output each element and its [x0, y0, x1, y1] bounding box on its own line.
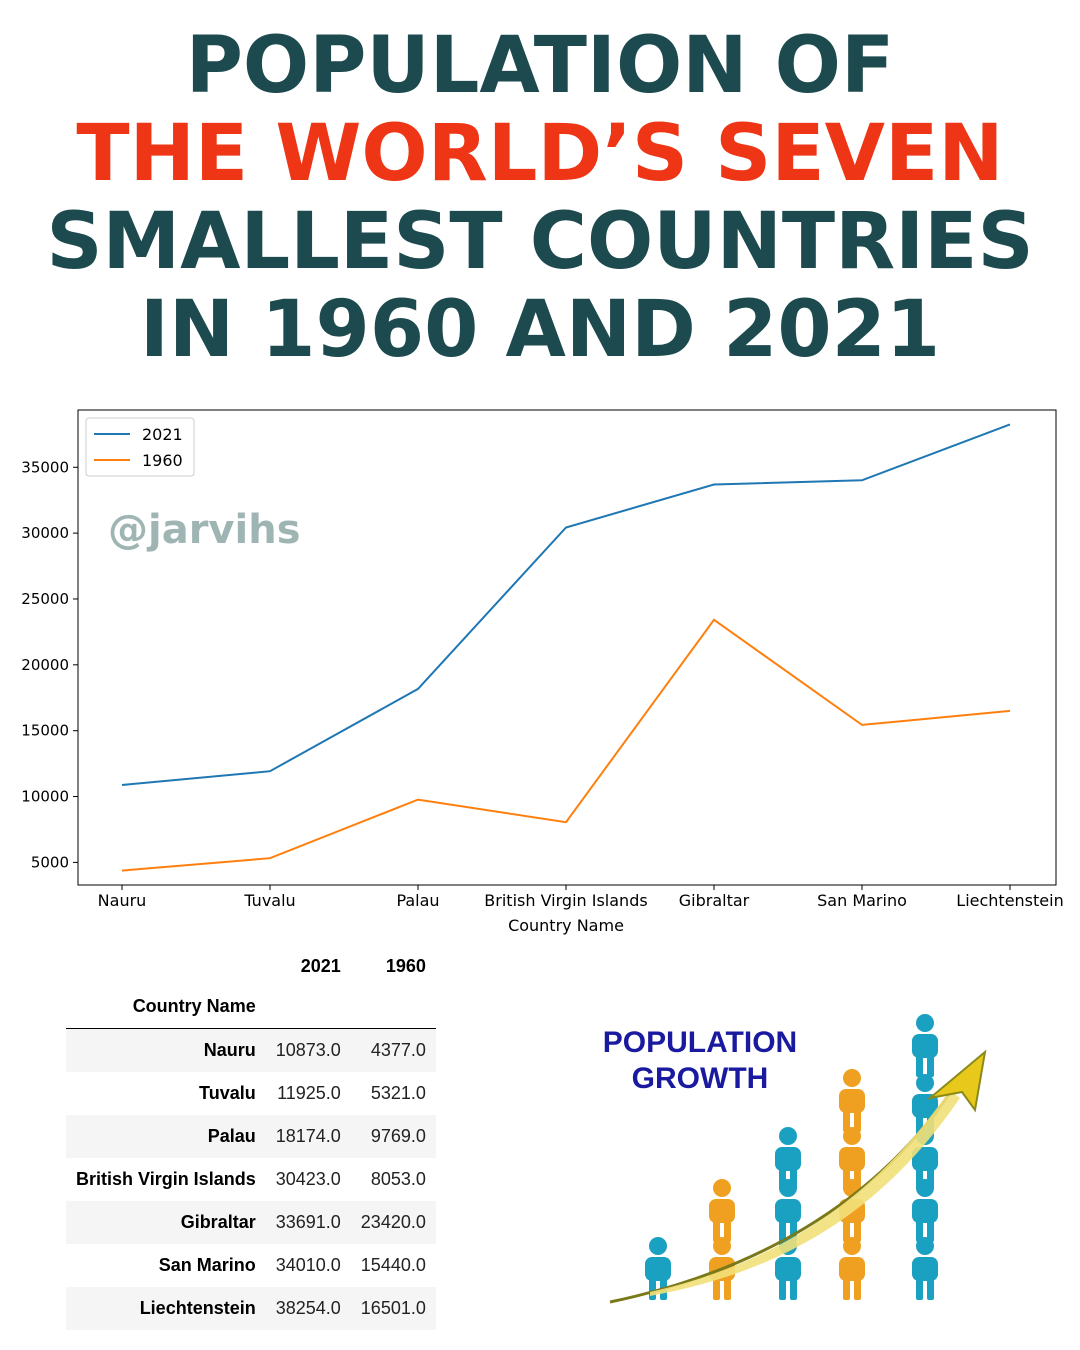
cell-2021: 33691.0 [275, 1212, 341, 1232]
cell-1960: 4377.0 [370, 1040, 426, 1060]
row-country: San Marino [158, 1255, 256, 1275]
table-row: San Marino 34010.0 15440.0 [66, 1244, 436, 1287]
legend-label: 1960 [142, 451, 183, 470]
cell-1960: 9769.0 [370, 1126, 426, 1146]
person-icon [912, 1237, 938, 1300]
title-line-3: SMALLEST COUNTRIES [46, 197, 1034, 287]
table-index-header-row: Country Name [66, 984, 436, 1029]
row-country: Gibraltar [180, 1212, 256, 1232]
column-header-2021: 2021 [300, 955, 341, 976]
row-country: Palau [207, 1126, 256, 1146]
cell-2021: 11925.0 [277, 1083, 341, 1103]
cell-2021: 18174.0 [275, 1126, 341, 1146]
person-icon [839, 1069, 865, 1132]
table-row: British Virgin Islands 30423.0 8053.0 [66, 1158, 436, 1201]
population-growth-graphic: POPULATION GROWTH [603, 1014, 987, 1304]
row-country: British Virgin Islands [76, 1169, 256, 1189]
table-row: Tuvalu 11925.0 5321.0 [66, 1072, 436, 1115]
table-header-row: 2021 1960 [66, 948, 436, 984]
growth-arrow-head [926, 1049, 987, 1113]
cell-2021: 34010.0 [275, 1255, 341, 1275]
title-line-4: IN 1960 AND 2021 [139, 285, 941, 375]
x-tick-label: Palau [396, 891, 439, 910]
table-row: Liechtenstein 38254.0 16501.0 [66, 1287, 436, 1330]
y-tick-label: 20000 [21, 656, 69, 674]
x-tick-label: Nauru [98, 891, 147, 910]
cell-2021: 38254.0 [275, 1298, 341, 1318]
watermark: @jarvihs [108, 507, 301, 553]
y-tick-label: 5000 [31, 853, 69, 871]
data-table: 2021 1960 Country Name Nauru 10873.0 437… [66, 948, 436, 1330]
person-icon [912, 1179, 938, 1242]
x-tick-label: British Virgin Islands [484, 891, 647, 910]
person-icon [912, 1014, 938, 1077]
series-line-1960 [121, 618, 1011, 872]
row-country: Tuvalu [199, 1083, 256, 1103]
table-corner [66, 948, 266, 984]
plot-area-frame [77, 409, 1057, 886]
cell-1960: 16501.0 [360, 1298, 426, 1318]
x-tick-label: Liechtenstein [956, 891, 1063, 910]
title-line-1: POPULATION OF [185, 21, 895, 111]
index-header-empty-2 [351, 984, 436, 1029]
cell-2021: 10873.0 [275, 1040, 341, 1060]
index-header: Country Name [132, 995, 256, 1016]
x-tick-label: Tuvalu [243, 891, 295, 910]
legend-label: 2021 [142, 425, 183, 444]
column-header-1960: 1960 [385, 955, 426, 976]
y-tick-label: 10000 [21, 788, 69, 806]
cell-1960: 8053.0 [370, 1169, 426, 1189]
index-header-empty-1 [266, 984, 351, 1029]
x-tick-label: Gibraltar [679, 891, 750, 910]
cell-1960: 23420.0 [360, 1212, 426, 1232]
graphic-title-line-1: POPULATION [603, 1026, 797, 1059]
row-country: Nauru [203, 1040, 256, 1060]
person-icon [839, 1237, 865, 1300]
table-row: Nauru 10873.0 4377.0 [66, 1028, 436, 1072]
legend-box [85, 417, 195, 477]
line-chart: @jarvihs 5000 10000 15000 20000 25000 30000 350… [21, 409, 1064, 935]
graphic-title-line-2: GROWTH [632, 1062, 769, 1095]
y-tick-label: 35000 [21, 458, 69, 476]
table-row: Palau 18174.0 9769.0 [66, 1115, 436, 1158]
person-icon [709, 1179, 735, 1242]
y-tick-label: 15000 [21, 722, 69, 740]
cell-1960: 5321.0 [370, 1083, 426, 1103]
x-axis-label: Country Name [508, 916, 624, 935]
y-tick-label: 25000 [21, 590, 69, 608]
table-row: Gibraltar 33691.0 23420.0 [66, 1201, 436, 1244]
cell-1960: 15440.0 [360, 1255, 426, 1275]
row-country: Liechtenstein [139, 1298, 256, 1318]
title-line-2: THE WORLD’S SEVEN [76, 109, 1004, 199]
series-line-2021 [121, 423, 1011, 786]
page-title: POPULATION OF THE WORLD’S SEVEN SMALLEST… [0, 22, 1080, 374]
cell-2021: 30423.0 [275, 1169, 341, 1189]
y-tick-label: 30000 [21, 524, 69, 542]
x-tick-label: San Marino [817, 891, 907, 910]
